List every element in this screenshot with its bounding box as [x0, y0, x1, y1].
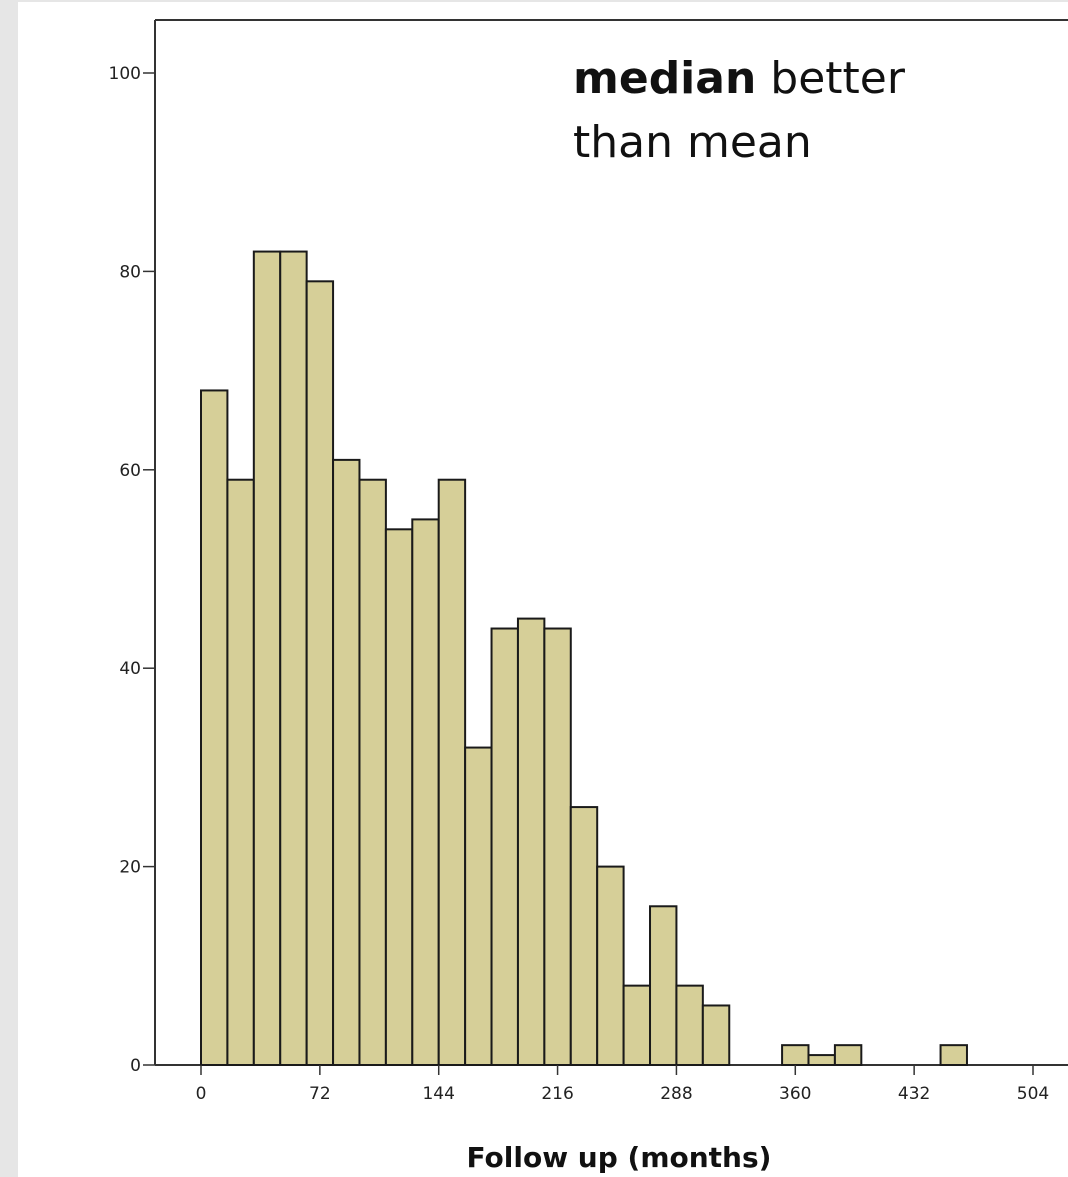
histogram-bar: [464, 746, 493, 1066]
x-tick-label: 216: [541, 1084, 573, 1104]
histogram-bar: [781, 1044, 810, 1067]
histogram-bar: [649, 905, 678, 1067]
histogram-bar: [939, 1044, 968, 1067]
histogram-bar: [358, 478, 387, 1067]
y-tick-label: 0: [130, 1056, 141, 1076]
annotation-bold-word: median: [573, 53, 756, 104]
x-tick-label: 0: [196, 1084, 207, 1104]
x-ticks-group: 0 72 144 216 288 360 432 504: [196, 1065, 1049, 1104]
histogram-bar: [226, 478, 255, 1067]
y-tick-label: 100: [109, 64, 141, 84]
histogram-bar: [384, 528, 414, 1066]
histogram-bar: [701, 1004, 731, 1066]
histogram-bar: [807, 1054, 836, 1066]
x-axis-label: Follow up (months): [467, 1141, 772, 1174]
x-tick-label: 432: [898, 1084, 930, 1104]
histogram-bar: [490, 627, 519, 1067]
histogram-bar: [622, 984, 652, 1067]
histogram-bar: [833, 1044, 863, 1067]
histogram-bar: [675, 984, 704, 1067]
annotation-line-2: than mean: [573, 117, 812, 168]
histogram-bar: [569, 806, 599, 1067]
histogram-bar: [596, 865, 625, 1066]
histogram-bar: [252, 250, 282, 1066]
y-tick-label: 20: [119, 858, 141, 878]
y-tick-label: 60: [119, 461, 141, 481]
annotation-line-1: median better: [573, 53, 906, 104]
x-tick-label: 72: [309, 1084, 331, 1104]
y-tick-label: 80: [119, 262, 141, 282]
x-tick-label: 504: [1017, 1084, 1049, 1104]
histogram-bar: [279, 250, 308, 1066]
x-tick-label: 144: [422, 1084, 454, 1104]
histogram-bar: [411, 518, 440, 1066]
histogram-bar: [543, 627, 572, 1067]
x-tick-label: 360: [779, 1084, 811, 1104]
histogram-bar: [305, 280, 335, 1066]
histogram-bar: [516, 617, 546, 1066]
bars-group: [200, 250, 968, 1067]
y-ticks-group: 0 20 40 60 80 100: [109, 64, 155, 1076]
histogram-bar: [332, 458, 361, 1066]
annotation-rest: better: [756, 53, 906, 104]
y-tick-label: 40: [119, 659, 141, 679]
histogram-bar: [437, 478, 467, 1067]
histogram-bar: [200, 389, 229, 1066]
x-tick-label: 288: [660, 1084, 692, 1104]
